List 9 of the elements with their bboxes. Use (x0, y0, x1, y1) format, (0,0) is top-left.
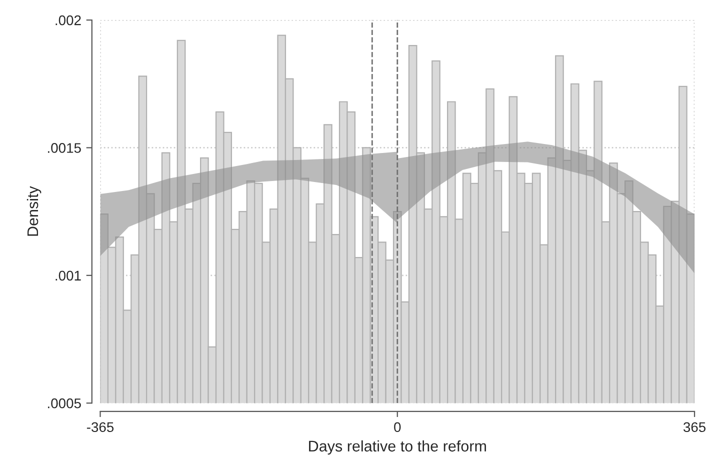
x-tick-label: 0 (394, 422, 401, 432)
y-tick-label: .001 (56, 270, 81, 281)
y-axis-title: Density (26, 186, 42, 236)
y-tick-label: .0005 (48, 398, 81, 408)
x-tick-label: -365 (86, 422, 114, 432)
x-tick-label: 365 (683, 422, 706, 432)
x-axis-title: Days relative to the reform (309, 440, 486, 455)
y-tick-label: .0015 (48, 143, 81, 153)
y-tick-label: .002 (56, 15, 81, 26)
